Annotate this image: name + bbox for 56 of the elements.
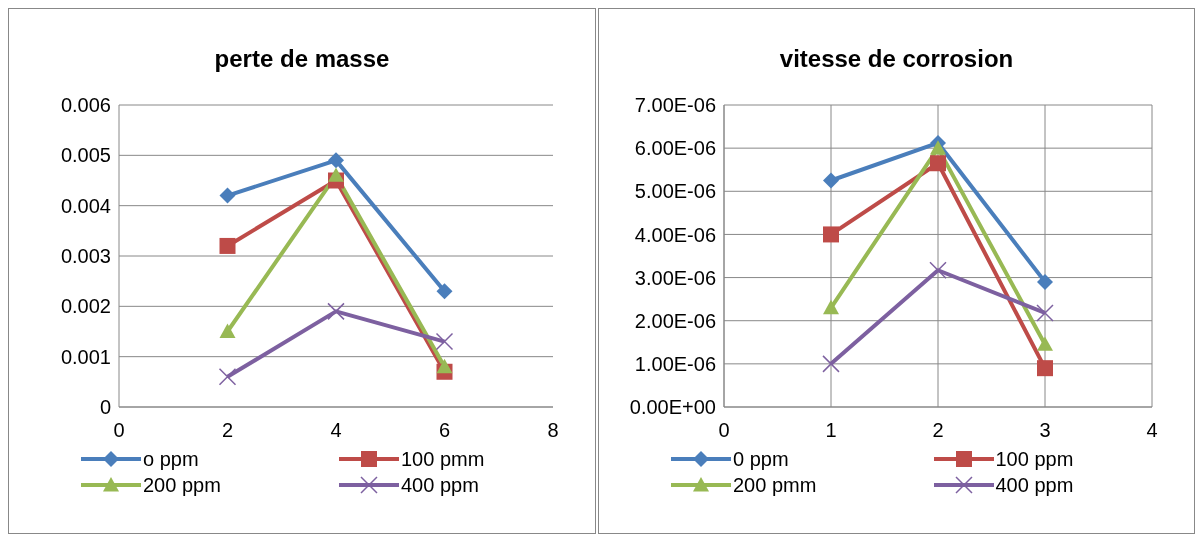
legend-label: 400 ppm	[401, 473, 479, 497]
y-tick-label: 0.005	[60, 144, 111, 167]
y-tick-label: 7.00E-06	[634, 94, 716, 117]
x-tick-label: 3	[1039, 419, 1051, 442]
y-tick-label: 0.003	[60, 245, 111, 268]
point	[823, 172, 839, 189]
point	[929, 261, 947, 279]
legend-label: 100 pmm	[401, 447, 485, 471]
point	[1037, 360, 1053, 377]
point	[436, 283, 453, 300]
point	[823, 226, 839, 243]
legend-label: 100 ppm	[995, 447, 1074, 471]
y-tick-label: 0.006	[60, 94, 111, 117]
x-tick-label: 2	[932, 419, 944, 442]
x-tick-label: 0	[718, 419, 730, 442]
x-tick-label: 0	[113, 419, 125, 442]
x-tick-label: 4	[330, 419, 342, 442]
point	[1037, 273, 1053, 290]
point	[930, 140, 946, 155]
chart-title: vitesse de corrosion	[778, 45, 1015, 74]
x-tick-label: 2	[221, 419, 234, 442]
point	[930, 155, 946, 172]
y-tick-label: 0.004	[60, 194, 111, 217]
legend-label: 400 ppm	[995, 473, 1074, 497]
y-tick-label: 5.00E-06	[634, 180, 716, 203]
legend-label: 0 ppm	[733, 447, 789, 471]
point	[822, 355, 840, 373]
point	[219, 237, 236, 254]
point	[436, 358, 453, 374]
point	[1037, 336, 1053, 351]
y-tick-label: 1.00E-06	[634, 352, 716, 375]
y-tick-label: 0	[99, 396, 111, 419]
y-tick-label: 2.00E-06	[634, 309, 716, 332]
y-tick-label: 6.00E-06	[634, 137, 716, 160]
x-tick-label: 1	[825, 419, 837, 442]
point	[327, 302, 345, 321]
point	[328, 167, 344, 182]
legend-label: o ppm	[143, 447, 199, 471]
chart-title: perte de masse	[213, 45, 391, 74]
point	[219, 323, 236, 338]
legend-label: 200 ppm	[143, 473, 221, 497]
y-tick-label: 4.00E-06	[634, 223, 716, 246]
legend-label: 200 pmm	[733, 473, 817, 497]
x-tick-label: 6	[438, 419, 451, 442]
point	[328, 152, 344, 169]
x-tick-label: 8	[547, 419, 559, 442]
y-tick-label: 3.00E-06	[634, 266, 716, 289]
y-tick-label: 0.002	[60, 295, 111, 318]
x-tick-label: 4	[1146, 419, 1158, 442]
point	[1036, 304, 1054, 322]
point	[219, 187, 236, 204]
y-tick-label: 0.001	[60, 345, 111, 368]
point	[218, 368, 237, 386]
point	[823, 299, 839, 315]
y-tick-label: 0.00E+00	[629, 396, 716, 419]
point	[435, 332, 454, 351]
